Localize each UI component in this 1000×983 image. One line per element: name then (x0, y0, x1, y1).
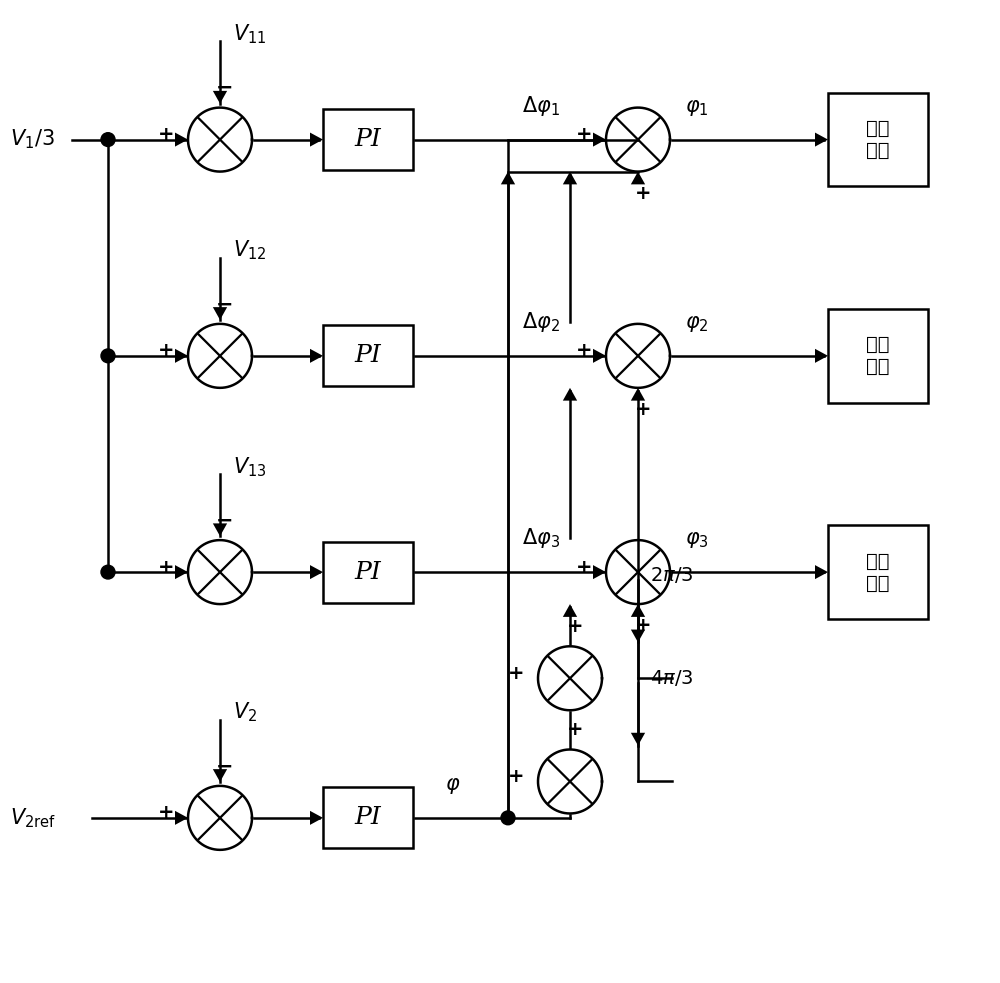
Text: +: + (158, 803, 174, 823)
Polygon shape (501, 172, 515, 185)
Polygon shape (593, 565, 606, 579)
Text: +: + (635, 400, 651, 419)
Polygon shape (815, 565, 828, 579)
Text: −: − (216, 756, 234, 777)
Text: +: + (576, 557, 592, 577)
Polygon shape (213, 769, 227, 781)
Polygon shape (631, 172, 645, 185)
Polygon shape (310, 133, 323, 146)
Text: +: + (635, 616, 651, 635)
FancyBboxPatch shape (323, 542, 413, 603)
Polygon shape (593, 349, 606, 363)
Polygon shape (175, 811, 188, 825)
Text: 移相
调制: 移相 调制 (866, 551, 890, 593)
Polygon shape (213, 90, 227, 103)
Polygon shape (631, 605, 645, 617)
Text: PI: PI (355, 128, 381, 151)
Text: +: + (158, 341, 174, 361)
Text: $V_{12}$: $V_{12}$ (233, 239, 266, 262)
Text: −: − (216, 510, 234, 531)
Text: +: + (567, 721, 583, 739)
Text: 移相
调制: 移相 调制 (866, 119, 890, 160)
Polygon shape (175, 565, 188, 579)
Text: −: − (216, 78, 234, 98)
FancyBboxPatch shape (828, 525, 928, 619)
Circle shape (101, 133, 115, 146)
Polygon shape (563, 605, 577, 617)
Text: $\Delta\varphi_3$: $\Delta\varphi_3$ (522, 527, 560, 550)
Polygon shape (213, 307, 227, 319)
Text: $\varphi$: $\varphi$ (445, 777, 461, 796)
Text: +: + (158, 557, 174, 577)
Polygon shape (175, 349, 188, 363)
Polygon shape (631, 732, 645, 745)
Text: −: − (216, 294, 234, 315)
Polygon shape (310, 565, 323, 579)
Circle shape (101, 565, 115, 579)
Text: $4\pi/3$: $4\pi/3$ (650, 668, 694, 688)
Text: +: + (158, 125, 174, 145)
Polygon shape (815, 133, 828, 146)
Text: +: + (567, 617, 583, 636)
Polygon shape (213, 523, 227, 536)
Text: +: + (576, 125, 592, 145)
Text: $V_{13}$: $V_{13}$ (233, 455, 267, 479)
Polygon shape (815, 349, 828, 363)
Text: PI: PI (355, 344, 381, 368)
Text: PI: PI (355, 806, 381, 830)
Text: $V_2$: $V_2$ (233, 701, 257, 724)
Polygon shape (593, 133, 606, 146)
Text: $\Delta\varphi_1$: $\Delta\varphi_1$ (522, 94, 560, 118)
Text: $2\pi/3$: $2\pi/3$ (650, 565, 694, 585)
Polygon shape (631, 629, 645, 642)
Text: +: + (508, 767, 524, 786)
Polygon shape (563, 388, 577, 401)
Text: $V_{2\mathrm{ref}}$: $V_{2\mathrm{ref}}$ (10, 806, 56, 830)
Text: $\varphi_2$: $\varphi_2$ (685, 315, 709, 334)
Polygon shape (563, 172, 577, 185)
Polygon shape (631, 388, 645, 401)
Text: +: + (635, 184, 651, 202)
Text: $V_1/3$: $V_1/3$ (10, 128, 55, 151)
Circle shape (501, 811, 515, 825)
Text: $V_{11}$: $V_{11}$ (233, 23, 266, 46)
Polygon shape (310, 349, 323, 363)
Text: $\varphi_3$: $\varphi_3$ (685, 531, 709, 550)
FancyBboxPatch shape (323, 325, 413, 386)
Text: PI: PI (355, 560, 381, 584)
Text: 移相
调制: 移相 调制 (866, 335, 890, 376)
Text: $\varphi_1$: $\varphi_1$ (685, 98, 709, 118)
FancyBboxPatch shape (323, 109, 413, 170)
Circle shape (101, 349, 115, 363)
Text: +: + (576, 341, 592, 361)
Text: $\Delta\varphi_2$: $\Delta\varphi_2$ (522, 311, 560, 334)
Text: +: + (508, 664, 524, 683)
Polygon shape (310, 811, 323, 825)
Polygon shape (175, 133, 188, 146)
FancyBboxPatch shape (828, 309, 928, 403)
FancyBboxPatch shape (828, 93, 928, 187)
FancyBboxPatch shape (323, 787, 413, 848)
